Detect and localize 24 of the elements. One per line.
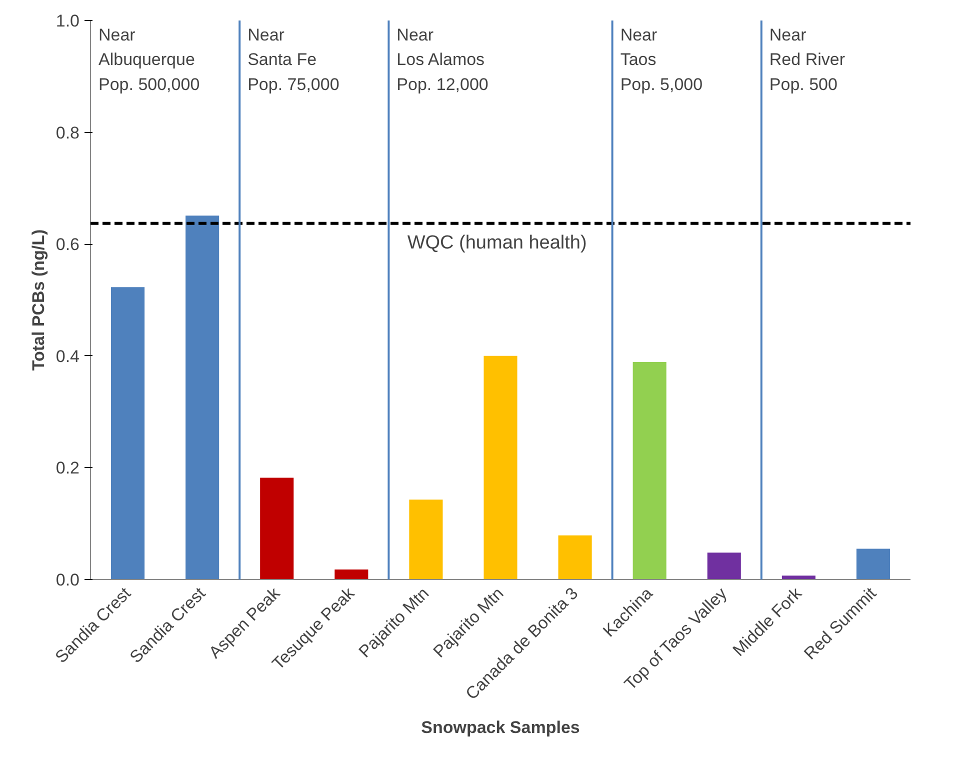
y-tick-label: 0.2 [56,458,80,478]
y-tick-label: 1.0 [56,12,80,30]
annotation: Near Taos Pop. 5,000 [620,26,703,94]
bar [111,287,145,580]
ref-line-label: WQC (human health) [407,232,587,254]
annotation: Near Los Alamos Pop. 12,000 [396,26,488,94]
annotation: Near Albuquerque Pop. 500,000 [98,26,200,94]
annotation: Near Red River Pop. 500 [769,26,846,94]
x-axis-title: Snowpack Samples [421,718,580,738]
bar [260,478,294,580]
bar [558,535,592,580]
annotation: Near Santa Fe Pop. 75,000 [248,26,340,94]
bar [484,356,518,580]
bar [856,548,890,580]
y-tick-label: 0.8 [56,123,80,142]
bar [632,362,666,580]
bar [707,552,741,580]
bar [409,500,443,580]
bar [334,569,368,580]
bar [186,216,220,580]
y-tick-label: 0.4 [56,346,80,366]
y-tick-label: 0.0 [56,570,80,590]
y-tick-label: 0.6 [56,235,80,254]
y-axis-title: Total PCBs (ng/L) [28,229,48,371]
